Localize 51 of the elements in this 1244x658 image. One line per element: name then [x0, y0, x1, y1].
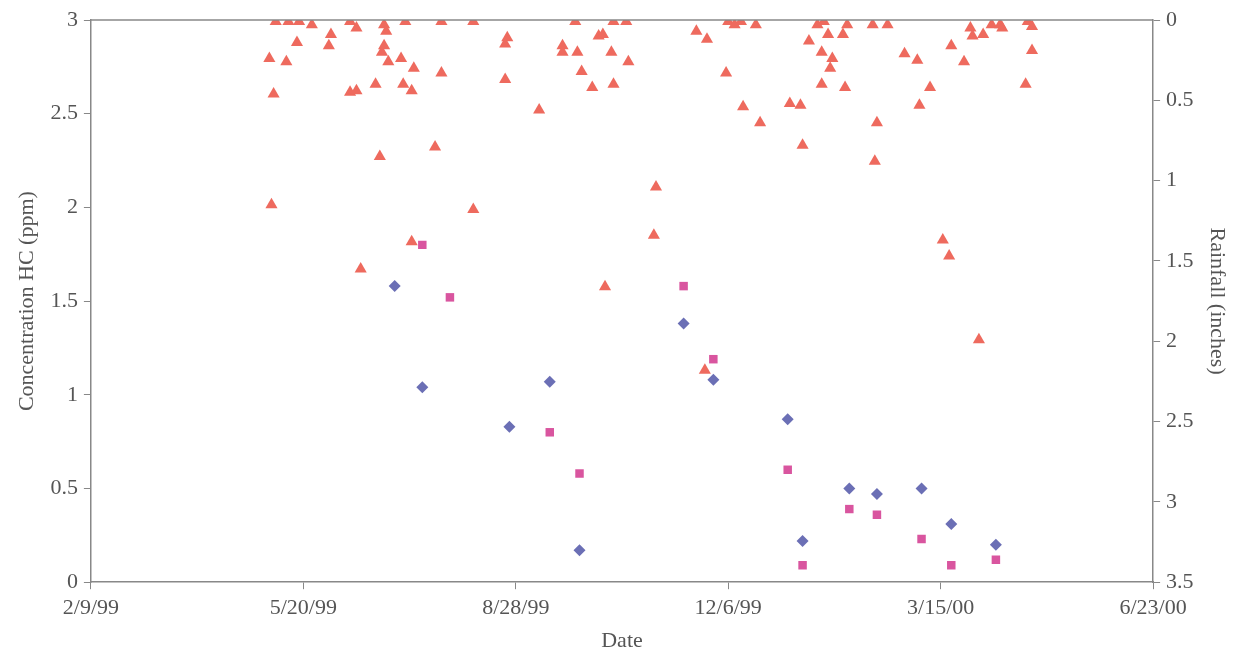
y2-tick-label: 1: [1166, 166, 1178, 192]
point: [418, 240, 427, 250]
x-tick-label: 2/9/99: [62, 594, 120, 620]
point: [679, 281, 688, 291]
point: [575, 469, 584, 478]
point: [872, 510, 882, 519]
point: [843, 482, 856, 495]
point: [991, 555, 1001, 564]
point: [798, 561, 807, 570]
y-tick-label: 1.5: [50, 286, 78, 312]
x-axis-title: Date: [601, 626, 643, 652]
point: [915, 482, 928, 495]
y2-tick-label: 1.5: [1166, 246, 1194, 272]
point: [445, 293, 455, 302]
point: [416, 381, 429, 394]
point: [707, 373, 720, 386]
y-tick-label: 0.5: [50, 474, 78, 500]
point: [989, 538, 1002, 551]
point: [573, 544, 586, 557]
point: [845, 504, 854, 514]
x-tick-label: 6/23/00: [1119, 594, 1187, 620]
point: [870, 488, 883, 501]
y2-axis-title: Rainfall (inches): [1206, 227, 1232, 375]
y-tick-label: 1: [66, 380, 78, 406]
point: [945, 518, 958, 531]
point: [947, 561, 956, 570]
point: [709, 354, 718, 364]
x-tick-label: 12/6/99: [694, 594, 762, 620]
y-axis-title: Concentration HC (ppm): [12, 191, 38, 412]
y2-tick-label: 0.5: [1166, 86, 1194, 112]
x-tick-label: 8/28/99: [482, 594, 550, 620]
point: [388, 280, 401, 293]
point: [796, 534, 809, 547]
y2-tick-label: 0: [1166, 5, 1178, 31]
y-tick-label: 2: [66, 193, 78, 219]
x-tick-label: 5/20/99: [269, 594, 337, 620]
point: [543, 375, 556, 388]
point: [917, 534, 926, 544]
x-tick-label: 3/15/00: [907, 594, 975, 620]
point: [783, 465, 792, 474]
y2-tick-label: 3.5: [1166, 567, 1194, 593]
point: [545, 428, 555, 437]
y2-tick-label: 2: [1166, 327, 1178, 353]
y2-tick-label: 2.5: [1166, 407, 1194, 433]
point: [781, 413, 794, 426]
y-tick-label: 3: [66, 5, 78, 31]
y2-tick-label: 3: [1166, 487, 1178, 513]
point: [503, 420, 516, 433]
y-tick-label: 2.5: [50, 99, 78, 125]
y-tick-label: 0: [66, 567, 78, 593]
point: [677, 317, 690, 330]
